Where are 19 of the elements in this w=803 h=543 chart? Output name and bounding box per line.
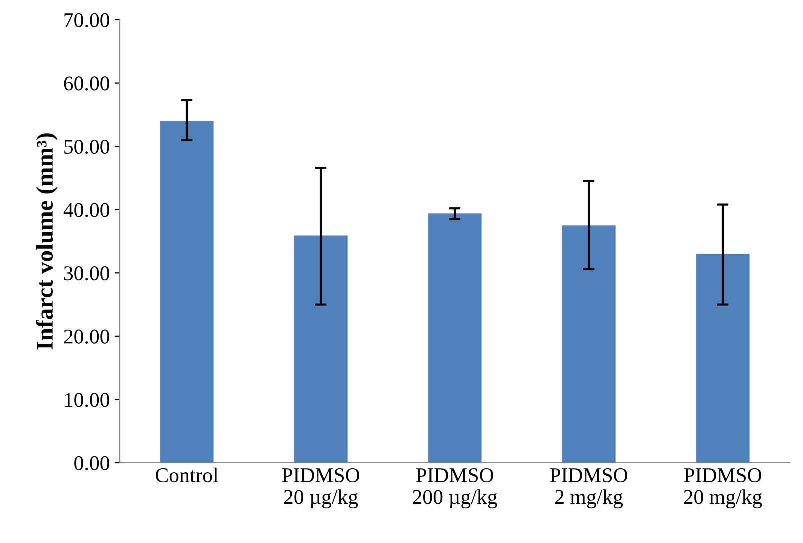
y-tick-label: 20.00 [64,330,110,344]
y-tick-label: 70.00 [64,13,110,28]
y-axis-title: Infarct volume (mm³) [36,134,58,350]
x-tick-label: Control [156,468,218,483]
x-tick-label: PIDMSO 200 µg/kg [413,468,498,509]
bar [428,214,482,463]
bar [562,226,616,463]
bar [160,121,214,463]
x-tick-label: PIDMSO 20 mg/kg [684,468,762,509]
y-tick-label: 40.00 [64,203,110,218]
y-tick-label: 10.00 [65,393,110,408]
x-tick-label: PIDMSO 2 mg/kg [550,468,628,509]
y-tick-label: 30.00 [64,266,110,281]
bar [294,236,348,463]
x-tick-label: PIDMSO 20 µg/kg [282,468,360,509]
y-tick-label: 50.00 [64,140,110,154]
y-tick-label: 60.00 [64,76,110,91]
bar [696,254,750,463]
y-tick-label: 0.00 [74,456,110,471]
